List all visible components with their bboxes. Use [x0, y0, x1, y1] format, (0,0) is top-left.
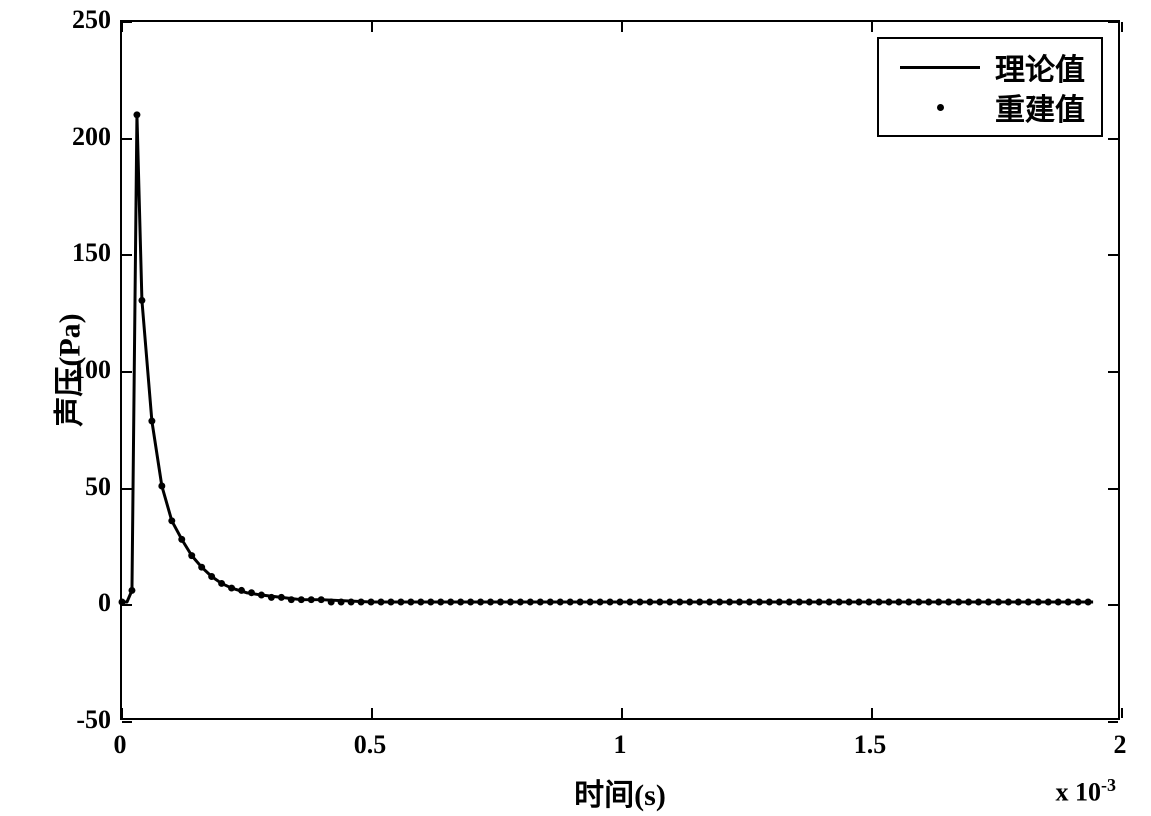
plot-area: 理论值 重建值	[120, 20, 1120, 720]
x-tick-label: 2	[1114, 730, 1127, 760]
x-tick-label: 0.5	[354, 730, 387, 760]
x-tick-label: 0	[114, 730, 127, 760]
x-exponent: x 10-3	[1056, 775, 1117, 808]
legend-marker-label: 重建值	[995, 85, 1085, 129]
y-tick-label: 50	[85, 472, 111, 502]
legend-row-line: 理论值	[895, 47, 1085, 87]
x-tick-label: 1	[614, 730, 627, 760]
marker-series	[119, 111, 1092, 605]
line-series	[122, 115, 1093, 602]
y-tick-label: 250	[72, 5, 111, 35]
x-axis-label: 时间(s)	[574, 770, 666, 814]
chart-container: 理论值 重建值 声压(Pa) 时间(s) x 10-3 -50050100150…	[0, 0, 1151, 816]
legend-row-marker: 重建值	[895, 87, 1085, 127]
y-tick-label: -50	[76, 705, 111, 735]
y-tick-label: 150	[72, 238, 111, 268]
y-tick-label: 200	[72, 122, 111, 152]
legend: 理论值 重建值	[877, 37, 1103, 137]
legend-line-symbol	[895, 66, 985, 69]
legend-marker-symbol	[895, 104, 985, 111]
y-tick-label: 0	[98, 588, 111, 618]
legend-line-label: 理论值	[995, 45, 1085, 89]
x-tick-label: 1.5	[854, 730, 887, 760]
y-tick-label: 100	[72, 355, 111, 385]
